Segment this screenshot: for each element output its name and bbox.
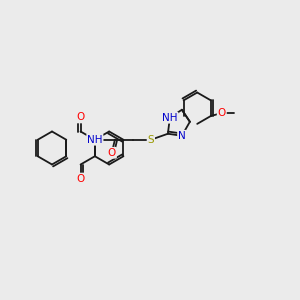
Text: S: S xyxy=(148,135,154,145)
Text: NH: NH xyxy=(87,135,103,145)
Text: O: O xyxy=(108,148,116,158)
Text: O: O xyxy=(76,112,85,122)
Text: O: O xyxy=(218,108,226,118)
Text: O: O xyxy=(76,173,85,184)
Text: N: N xyxy=(178,131,186,141)
Text: NH: NH xyxy=(162,113,178,123)
